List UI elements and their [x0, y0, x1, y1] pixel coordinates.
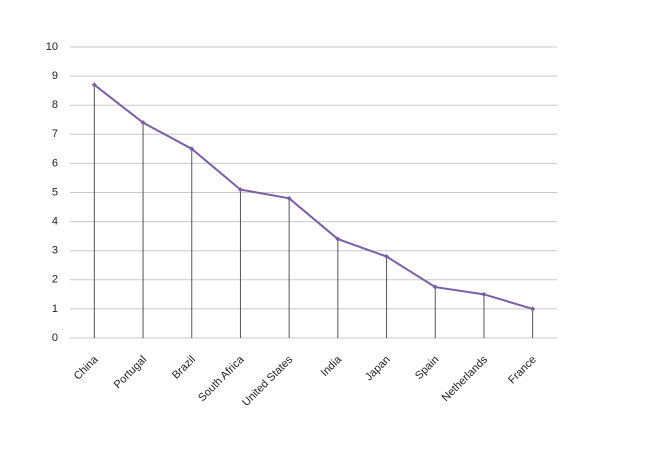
y-tick-label: 8	[52, 99, 58, 111]
y-tick-label: 2	[52, 274, 58, 286]
data-marker	[140, 120, 146, 126]
y-tick-label: 0	[52, 332, 58, 344]
data-marker	[530, 306, 536, 312]
x-tick-label: Spain	[413, 354, 441, 382]
x-tick-label: United States	[240, 353, 296, 409]
y-tick-label: 1	[52, 303, 58, 315]
y-tick-label: 3	[52, 245, 58, 257]
x-tick-label: China	[72, 353, 101, 382]
data-marker	[481, 291, 487, 297]
data-marker	[91, 82, 97, 88]
data-line	[93, 84, 533, 310]
x-tick-label: Japan	[363, 354, 393, 384]
data-marker	[286, 195, 292, 201]
x-tick-label: India	[319, 353, 345, 379]
x-tick-label: France	[506, 354, 539, 387]
data-marker	[384, 254, 390, 260]
x-tick-label: Netherlands	[440, 353, 491, 404]
y-tick-label: 7	[52, 128, 58, 140]
x-tick-label: Portugal	[112, 354, 149, 391]
y-tick-label: 9	[52, 70, 58, 82]
data-marker	[432, 284, 438, 290]
y-tick-label: 5	[52, 186, 58, 198]
x-tick-label: South Africa	[196, 353, 247, 404]
data-marker	[237, 187, 243, 193]
y-tick-label: 10	[46, 41, 58, 53]
data-marker	[189, 146, 195, 152]
y-tick-label: 6	[52, 157, 58, 169]
x-tick-label: Brazil	[170, 354, 198, 382]
y-tick-label: 4	[52, 216, 58, 228]
data-marker	[335, 236, 341, 242]
